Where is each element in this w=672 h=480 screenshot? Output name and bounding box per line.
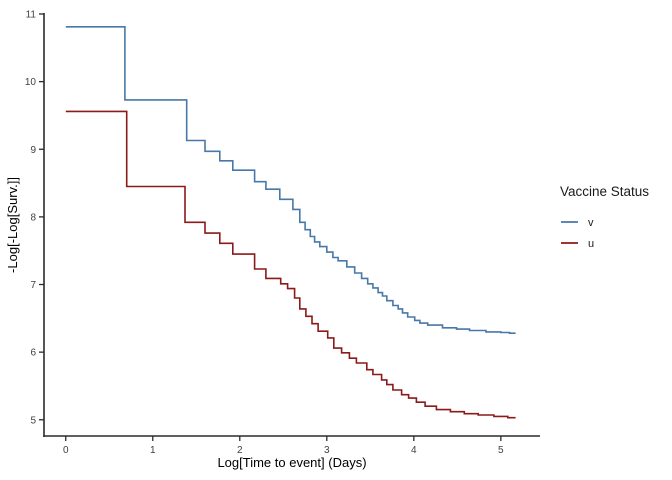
- y-tick-label: 10: [25, 77, 37, 88]
- legend-label-v: v: [588, 217, 594, 229]
- y-tick-label: 9: [30, 145, 36, 156]
- y-tick-label: 7: [30, 280, 36, 291]
- series-curve-v: [65, 26, 516, 334]
- series-curves: [65, 26, 516, 419]
- y-tick-label: 11: [26, 10, 37, 21]
- y-axis-title: -Log[-Log[Surv.]]: [5, 177, 20, 273]
- legend-label-u: u: [588, 238, 594, 250]
- x-axis-ticks: 0 1 2 3 4 5: [63, 436, 504, 456]
- x-tick-label: 5: [498, 445, 504, 456]
- x-axis-title: Log[Time to event] (Days): [217, 455, 366, 470]
- y-tick-label: 8: [30, 212, 36, 223]
- y-tick-label: 5: [30, 415, 36, 426]
- x-tick-label: 2: [237, 445, 243, 456]
- x-tick-label: 0: [63, 445, 69, 456]
- x-tick-label: 1: [150, 445, 156, 456]
- x-tick-label: 4: [411, 445, 417, 456]
- series-curve-u: [65, 110, 516, 419]
- legend-item-u: u: [561, 238, 594, 250]
- y-tick-label: 6: [30, 348, 36, 359]
- y-axis-ticks: 5 6 7 8 9 10 11: [25, 10, 44, 426]
- legend: Vaccine Status v u: [560, 184, 649, 250]
- legend-item-v: v: [561, 217, 594, 229]
- legend-title: Vaccine Status: [560, 184, 649, 199]
- axes: 0 1 2 3 4 5 5 6 7 8 9 10 11: [25, 10, 540, 456]
- x-tick-label: 3: [324, 445, 330, 456]
